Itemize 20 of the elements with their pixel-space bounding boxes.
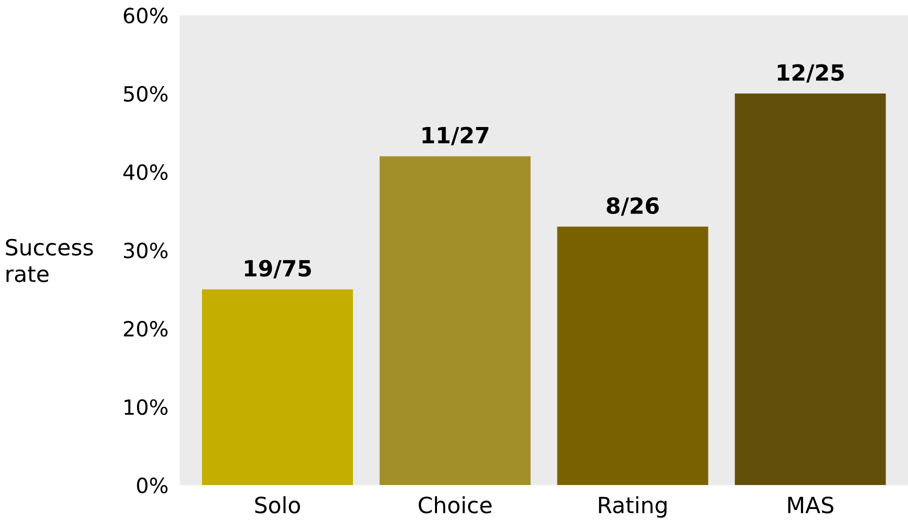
data-label: 12/25 [778, 64, 844, 83]
x-tick-label: Rating [599, 496, 666, 518]
y-axis-title: Success rate [6, 238, 93, 282]
data-label: 8/26 [606, 197, 659, 216]
y-tick-label: 40% [123, 164, 168, 180]
y-tick-label: 60% [124, 8, 168, 24]
y-tick-label: 0% [136, 478, 168, 494]
y-tick-label: 10% [124, 399, 168, 415]
y-tick-label: 50% [124, 86, 168, 102]
x-tick-label: Solo [255, 496, 300, 514]
x-tick-label: Choice [418, 496, 492, 514]
bar [557, 226, 708, 486]
bar [380, 156, 531, 486]
x-tick-label: MAS [788, 496, 834, 514]
bar [734, 94, 886, 486]
y-tick-label: 20% [124, 320, 168, 337]
bar [202, 289, 353, 486]
y-tick-label: 30% [124, 242, 168, 258]
data-label: 19/75 [244, 260, 311, 278]
data-label: 11/27 [422, 126, 488, 146]
